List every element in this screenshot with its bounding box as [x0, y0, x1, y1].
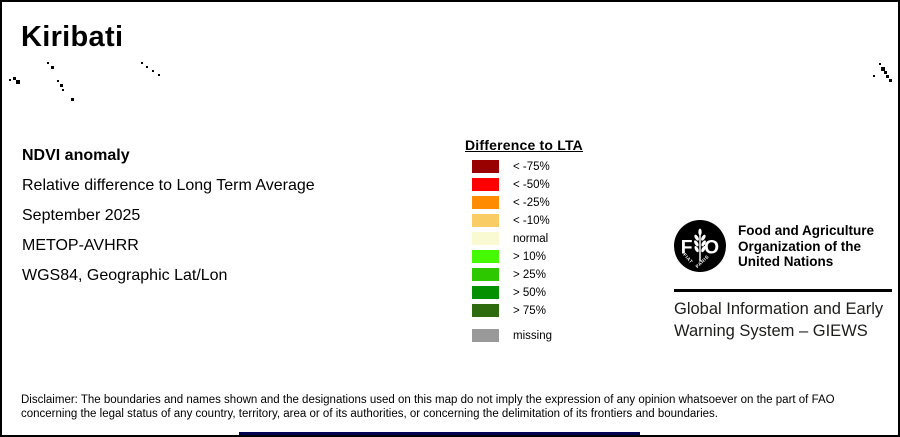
island-dot	[886, 75, 889, 78]
legend-swatch	[472, 214, 499, 227]
info-heading: NDVI anomaly	[22, 147, 130, 164]
disclaimer: Disclaimer: The boundaries and names sho…	[21, 394, 835, 421]
legend-title: Difference to LTA	[465, 137, 583, 153]
giews-system-name: Global Information and Early Warning Sys…	[674, 300, 884, 340]
fao-org-name: Food and Agriculture Organization of the…	[738, 223, 874, 269]
fao-logo-icon: F O FIAT PANIS	[674, 220, 726, 272]
legend-swatch	[472, 178, 499, 191]
island-dot	[57, 80, 59, 82]
island-dot	[13, 77, 16, 80]
legend-label: < -75%	[513, 160, 550, 173]
svg-text:FIAT: FIAT	[682, 252, 694, 264]
legend-label: normal	[513, 232, 549, 245]
island-dot	[71, 98, 74, 101]
legend-swatch	[472, 232, 499, 245]
disclaimer-line-2: concerning the legal status of any count…	[21, 407, 718, 420]
svg-text:F: F	[681, 237, 693, 258]
island-dot	[879, 63, 881, 65]
legend-items: < -75% < -50% < -25% < -10% normal > 10% > 25%…	[465, 160, 583, 342]
map-info-block: NDVI anomaly Relative difference to Long…	[22, 141, 315, 291]
legend-row: > 50%	[472, 286, 583, 299]
legend-label: < -10%	[513, 214, 550, 227]
info-line-date: September 2025	[22, 207, 141, 224]
legend-label: > 75%	[513, 304, 546, 317]
island-dot	[152, 70, 154, 72]
legend-label: > 50%	[513, 286, 546, 299]
legend-row: < -10%	[472, 214, 583, 227]
island-dot	[873, 75, 875, 77]
legend-label: missing	[513, 329, 552, 342]
legend-swatch	[472, 304, 499, 317]
island-dot	[881, 67, 885, 71]
legend-row: < -75%	[472, 160, 583, 173]
disclaimer-line-1: Disclaimer: The boundaries and names sho…	[21, 394, 835, 406]
info-line-projection: WGS84, Geographic Lat/Lon	[22, 267, 228, 284]
legend-row: < -25%	[472, 196, 583, 209]
island-dot	[884, 71, 887, 74]
island-dot	[62, 89, 64, 91]
island-dot	[16, 80, 20, 84]
legend-swatch	[472, 286, 499, 299]
legend-row: > 10%	[472, 250, 583, 263]
legend-swatch	[472, 268, 499, 281]
legend: Difference to LTA < -75% < -50% < -25% < -1…	[465, 137, 583, 347]
island-dot	[60, 84, 63, 87]
legend-swatch	[472, 196, 499, 209]
legend-label: < -50%	[513, 178, 550, 191]
island-dot	[47, 62, 49, 64]
legend-label: > 10%	[513, 250, 546, 263]
legend-label: < -25%	[513, 196, 550, 209]
legend-row: < -50%	[472, 178, 583, 191]
wheat-ear-icon	[694, 228, 706, 262]
legend-swatch	[472, 250, 499, 263]
island-dot	[51, 66, 54, 69]
legend-label: > 25%	[513, 268, 546, 281]
island-dot	[141, 62, 143, 64]
legend-swatch	[472, 329, 499, 342]
svg-text:O: O	[704, 237, 719, 258]
island-dot	[9, 79, 11, 81]
fao-divider	[674, 289, 892, 292]
taskbar-fragment	[239, 432, 640, 435]
legend-row: missing	[472, 329, 583, 342]
island-dot	[146, 66, 148, 68]
island-dot	[158, 74, 160, 76]
legend-row: normal	[472, 232, 583, 245]
info-line-method: Relative difference to Long Term Average	[22, 177, 315, 194]
legend-swatch	[472, 160, 499, 173]
island-dot	[889, 79, 892, 82]
legend-row: > 75%	[472, 304, 583, 317]
legend-row: > 25%	[472, 268, 583, 281]
info-line-sensor: METOP-AVHRR	[22, 237, 139, 254]
page-title: Kiribati	[21, 21, 124, 53]
